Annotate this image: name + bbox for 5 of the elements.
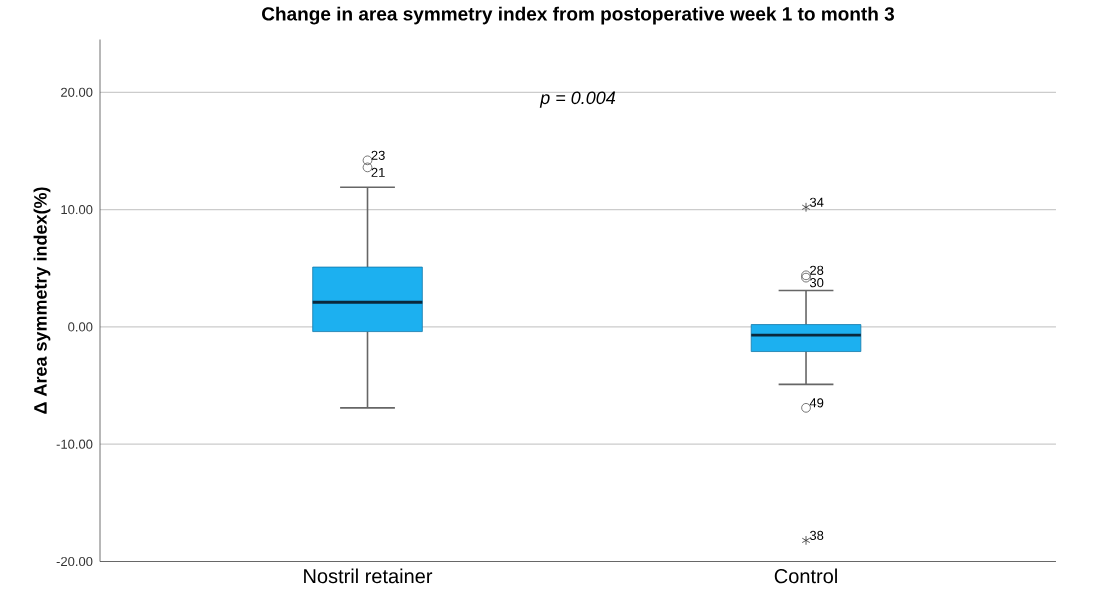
- y-axis-title: Δ Area symmetry index(%): [33, 187, 51, 415]
- chart-title: Change in area symmetry index from postoperative week 1 to month 3: [262, 6, 895, 25]
- annotation: p = 0.004: [539, 91, 616, 108]
- x-tick-label: Control: [774, 568, 837, 584]
- x-tick-label: Nostril retainer: [304, 568, 433, 584]
